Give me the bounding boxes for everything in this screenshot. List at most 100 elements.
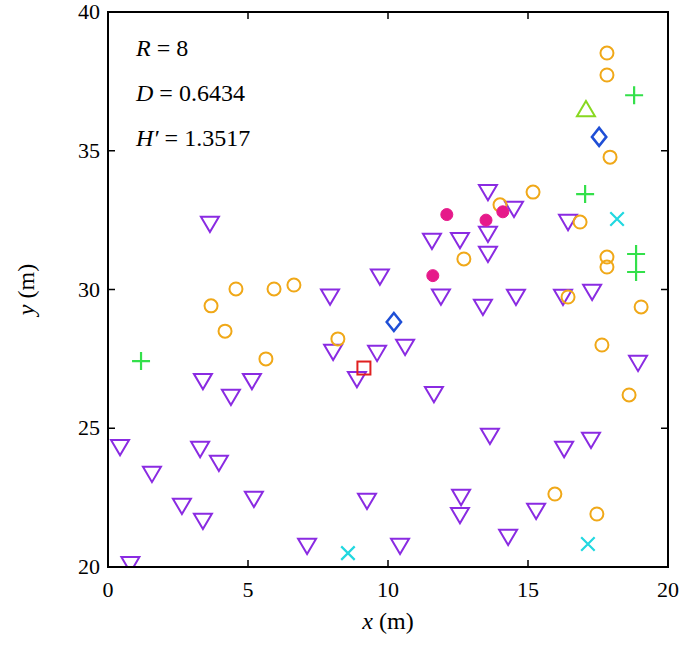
- point: [474, 300, 492, 315]
- x-tick-top: [527, 12, 529, 19]
- x-tick-label: 5: [243, 577, 254, 602]
- point: [548, 488, 561, 501]
- point: [582, 433, 600, 448]
- point: [600, 68, 613, 81]
- point: [627, 245, 645, 263]
- point: [259, 352, 272, 365]
- italic-part: y: [13, 304, 39, 317]
- point: [583, 285, 601, 300]
- point: [391, 539, 409, 554]
- point: [499, 530, 517, 545]
- point: [595, 339, 608, 352]
- x-tick-top: [387, 12, 389, 19]
- point: [194, 514, 212, 529]
- chart-svg: 051015202025303540x (m)y (m)R = 8D = 0.6…: [0, 0, 685, 668]
- italic-part: H′: [135, 125, 159, 151]
- point: [357, 362, 370, 375]
- point: [222, 390, 240, 405]
- y-tick-label: 30: [78, 277, 100, 302]
- point: [111, 440, 129, 455]
- series-6: [577, 101, 595, 116]
- point: [497, 206, 509, 218]
- point: [432, 290, 450, 305]
- italic-part: x: [361, 608, 373, 634]
- series-7: [357, 362, 370, 375]
- point: [574, 216, 587, 229]
- italic-part: R: [135, 35, 151, 61]
- plot-frame: [108, 12, 668, 567]
- point: [387, 313, 401, 331]
- point: [287, 279, 300, 292]
- point: [121, 557, 139, 567]
- annotation: D = 0.6434: [135, 80, 245, 106]
- plain-part: (m): [13, 264, 39, 305]
- point: [368, 346, 386, 361]
- point: [441, 209, 453, 221]
- x-tick-label: 0: [103, 577, 114, 602]
- point: [423, 234, 441, 249]
- italic-part: D: [135, 80, 153, 106]
- point: [527, 186, 540, 199]
- point: [243, 374, 261, 389]
- y-axis-label: y (m): [13, 264, 39, 317]
- point: [577, 101, 595, 116]
- point: [625, 86, 643, 104]
- point: [451, 508, 469, 523]
- point: [321, 290, 339, 305]
- x-tick: [387, 560, 389, 567]
- point: [341, 546, 355, 560]
- series-3: [427, 206, 509, 282]
- point: [581, 537, 595, 551]
- series-0: [111, 185, 647, 567]
- point: [132, 352, 150, 370]
- point: [229, 282, 242, 295]
- plain-part: = 0.6434: [153, 80, 245, 106]
- point: [480, 214, 492, 226]
- series-2: [132, 86, 645, 370]
- points: [111, 47, 648, 567]
- point: [610, 212, 624, 226]
- point: [623, 388, 636, 401]
- y-tick-right: [661, 150, 668, 152]
- x-tick: [527, 560, 529, 567]
- annotation: R = 8: [135, 35, 188, 61]
- point: [425, 387, 443, 402]
- series-4: [341, 212, 624, 560]
- point: [481, 429, 499, 444]
- point: [298, 539, 316, 554]
- y-tick-label: 25: [78, 415, 100, 440]
- point: [604, 151, 617, 164]
- y-tick-right: [661, 428, 668, 430]
- point: [479, 185, 497, 200]
- point: [590, 507, 603, 520]
- point: [600, 261, 613, 274]
- point: [205, 299, 218, 312]
- point: [210, 456, 228, 471]
- point: [396, 340, 414, 355]
- y-tick-label: 20: [78, 554, 100, 579]
- point: [324, 345, 342, 360]
- point: [331, 332, 344, 345]
- point: [191, 442, 209, 457]
- point: [451, 233, 469, 248]
- point: [627, 263, 645, 281]
- plain-part: = 8: [151, 35, 189, 61]
- x-axis-label: x (m): [361, 608, 413, 634]
- point: [201, 217, 219, 232]
- y-tick-label: 35: [78, 138, 100, 163]
- point: [635, 300, 648, 313]
- point: [576, 185, 594, 203]
- x-tick-label: 15: [517, 577, 539, 602]
- y-tick: [108, 150, 115, 152]
- x-tick: [247, 560, 249, 567]
- series-1: [205, 47, 648, 521]
- point: [194, 374, 212, 389]
- x-tick-label: 20: [657, 577, 679, 602]
- point: [562, 290, 575, 303]
- y-tick-right: [661, 289, 668, 291]
- point: [427, 270, 439, 282]
- annotation: H′ = 1.3517: [135, 125, 250, 151]
- point: [507, 290, 525, 305]
- point: [479, 247, 497, 262]
- y-tick: [108, 289, 115, 291]
